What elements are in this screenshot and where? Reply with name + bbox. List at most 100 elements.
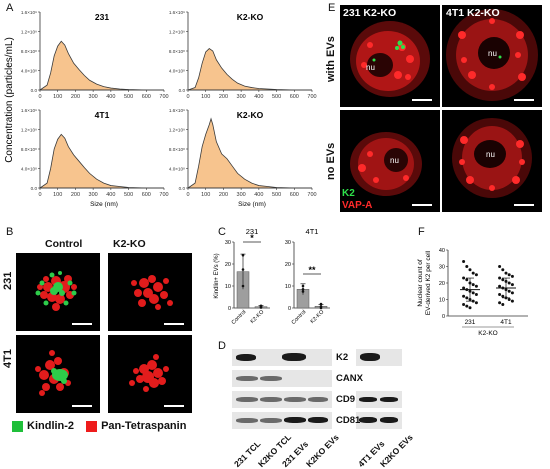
x-tick-label: 700 bbox=[159, 94, 168, 100]
scale-bar bbox=[72, 323, 92, 325]
data-point bbox=[241, 253, 245, 257]
blot-label-cd9: CD9 bbox=[336, 394, 356, 405]
panel-letter-d: D bbox=[218, 340, 226, 352]
nta-distribution-area bbox=[187, 48, 312, 91]
micrograph-e-4t1-with-evs: nu bbox=[442, 5, 542, 107]
lane-label-k2ko-evs: K2KO EVs bbox=[304, 432, 341, 469]
y-tick-label: 10 bbox=[285, 284, 291, 290]
x-tick-label: 0 bbox=[186, 94, 189, 100]
blot-cd9-right bbox=[356, 391, 402, 408]
data-point bbox=[474, 301, 478, 305]
panel-a-nta-charts: 0.0 4.0×10⁸ 8.0×10⁸ 1.2×10⁹ 1.6×10⁹ 0 100 200 30… bbox=[4, 10, 317, 208]
x-tick-label: 100 bbox=[53, 94, 62, 100]
col-label-control: Control bbox=[45, 238, 83, 250]
nta-distribution-area bbox=[186, 117, 312, 189]
panel-letter-b: B bbox=[6, 226, 14, 238]
legend-label-k2: K2 bbox=[342, 188, 355, 199]
y-tick-label: 10 bbox=[225, 284, 231, 290]
x-tick-label: 400 bbox=[106, 192, 115, 198]
data-point bbox=[462, 302, 466, 306]
y-tick-label: 8.0×10⁸ bbox=[169, 49, 185, 54]
data-point bbox=[259, 304, 263, 308]
x-tick-label: 500 bbox=[272, 192, 281, 198]
x-tick-label: 400 bbox=[106, 94, 115, 100]
legend-label-vap-a: VAP-A bbox=[342, 200, 373, 211]
data-point bbox=[468, 268, 472, 272]
data-point bbox=[319, 302, 323, 306]
x-tick-label: 300 bbox=[89, 192, 98, 198]
data-point bbox=[301, 284, 305, 288]
legend-label-kindlin2: Kindlin-2 bbox=[27, 420, 75, 432]
data-point bbox=[510, 299, 514, 303]
data-point bbox=[462, 286, 466, 290]
x-tick-label: 100 bbox=[201, 94, 210, 100]
x-tick-label: 300 bbox=[89, 94, 98, 100]
nucleus-label: nu bbox=[486, 150, 495, 159]
y-axis-label-line2: EV-derived K2 per cell bbox=[425, 250, 432, 315]
y-tick-label: 1.6×10⁹ bbox=[169, 108, 185, 113]
subplot-title: 4T1 bbox=[95, 110, 110, 120]
x-tick-label: 500 bbox=[272, 94, 281, 100]
y-tick-label: 20 bbox=[285, 262, 291, 268]
legend-label-pan-tetraspanin: Pan-Tetraspanin bbox=[101, 420, 187, 432]
data-point bbox=[510, 283, 514, 287]
scale-bar bbox=[514, 99, 534, 101]
y-tick-label: 0.0 bbox=[179, 186, 186, 191]
y-tick-label: 4.0×10⁸ bbox=[169, 69, 185, 74]
x-tick-label: 200 bbox=[71, 94, 80, 100]
x-tick-label: 0 bbox=[186, 192, 189, 198]
y-tick-label: 1.6×10⁹ bbox=[21, 10, 37, 15]
data-point bbox=[471, 283, 475, 287]
y-tick-label: 10 bbox=[439, 298, 445, 304]
x-axis-label-right: Size (nm) bbox=[90, 201, 118, 208]
y-tick-label: 0.0 bbox=[179, 88, 186, 93]
data-point bbox=[498, 301, 502, 305]
y-tick-label: 0 bbox=[288, 306, 291, 312]
data-point bbox=[462, 260, 466, 264]
category-label: Control bbox=[291, 309, 308, 326]
x-tick-label: 0 bbox=[38, 94, 41, 100]
micrograph-e-231-no-evs: nu K2 VAP-A bbox=[340, 110, 440, 212]
e-row-label-with-evs: with EVs bbox=[325, 36, 337, 82]
y-tick-label: 1.2×10⁹ bbox=[169, 128, 185, 133]
x-tick-label: 400 bbox=[254, 94, 263, 100]
scale-bar bbox=[72, 405, 92, 407]
data-point bbox=[301, 290, 305, 293]
data-point bbox=[474, 273, 478, 277]
x-tick-label: 100 bbox=[201, 192, 210, 198]
y-tick-label: 20 bbox=[225, 262, 231, 268]
scale-bar bbox=[164, 405, 184, 407]
data-point bbox=[501, 268, 505, 272]
x-tick-label: 100 bbox=[53, 192, 62, 198]
x-tick-label: 200 bbox=[219, 94, 228, 100]
scale-bar bbox=[164, 323, 184, 325]
x-tick-label: 500 bbox=[124, 94, 133, 100]
data-point bbox=[507, 273, 511, 277]
category-label: 231 bbox=[465, 319, 476, 326]
micrograph-e-231-with-evs: nu bbox=[340, 5, 440, 107]
micrograph-231-control bbox=[16, 253, 100, 331]
y-tick-label: 0 bbox=[442, 314, 445, 320]
panel-letter-a: A bbox=[6, 2, 14, 14]
data-point bbox=[465, 304, 469, 308]
y-tick-label: 4.0×10⁸ bbox=[21, 167, 37, 172]
data-point bbox=[501, 302, 505, 306]
blot-k2-left bbox=[232, 349, 332, 366]
y-tick-label: 0.0 bbox=[31, 186, 38, 191]
col-label-k2ko: K2-KO bbox=[113, 238, 146, 250]
data-point bbox=[465, 265, 469, 268]
scale-bar bbox=[514, 204, 534, 206]
data-point bbox=[241, 268, 245, 271]
data-point bbox=[498, 265, 502, 268]
data-point bbox=[468, 306, 472, 310]
data-point bbox=[498, 284, 502, 288]
panel-letter-e: E bbox=[328, 2, 336, 14]
data-point bbox=[498, 293, 502, 297]
blot-label-k2: K2 bbox=[336, 352, 349, 363]
subplot-title: K2-KO bbox=[237, 12, 264, 22]
data-point bbox=[301, 288, 305, 291]
x-tick-label: 400 bbox=[254, 192, 263, 198]
y-tick-label: 0 bbox=[228, 306, 231, 312]
category-label: K2-KO bbox=[309, 309, 325, 325]
